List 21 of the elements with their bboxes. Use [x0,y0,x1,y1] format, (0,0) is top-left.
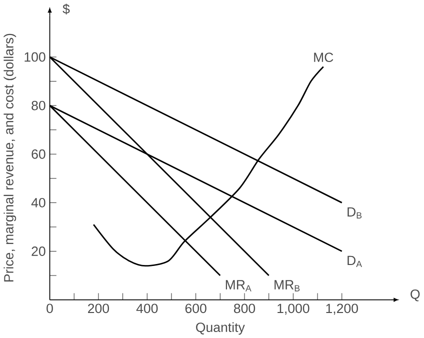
y-tick-label: 20 [32,246,46,256]
y-tick-label: 40 [31,198,46,208]
series-label: D$_{B}$ [348,207,362,218]
y-tick-label: 60 [32,149,46,159]
x-tick-label: 400 [136,304,158,313]
x-axis-title: Quantity [196,322,245,334]
series-label: MR$_{B}$ [274,280,300,292]
x-tick-label: 600 [185,304,206,313]
series-label: MR$_{A}$ [226,280,252,292]
x-tick-label: 1,000 [278,304,310,315]
text: $ [62,4,70,14]
series-label: MC [314,52,334,62]
x-tick-label: 200 [88,304,110,313]
y-tick-label: 80 [32,100,46,110]
y-tick-label: 100 [24,52,46,62]
x-tick-label: 800 [234,304,256,313]
y-axis-title: Price, marginal revenue, and cost (dollars) [4,34,16,282]
text: Q [410,289,420,302]
series-label: D$_{A}$ [348,256,362,267]
x-tick-label: 1,200 [326,304,358,315]
x-tick-label: 0 [46,304,53,313]
